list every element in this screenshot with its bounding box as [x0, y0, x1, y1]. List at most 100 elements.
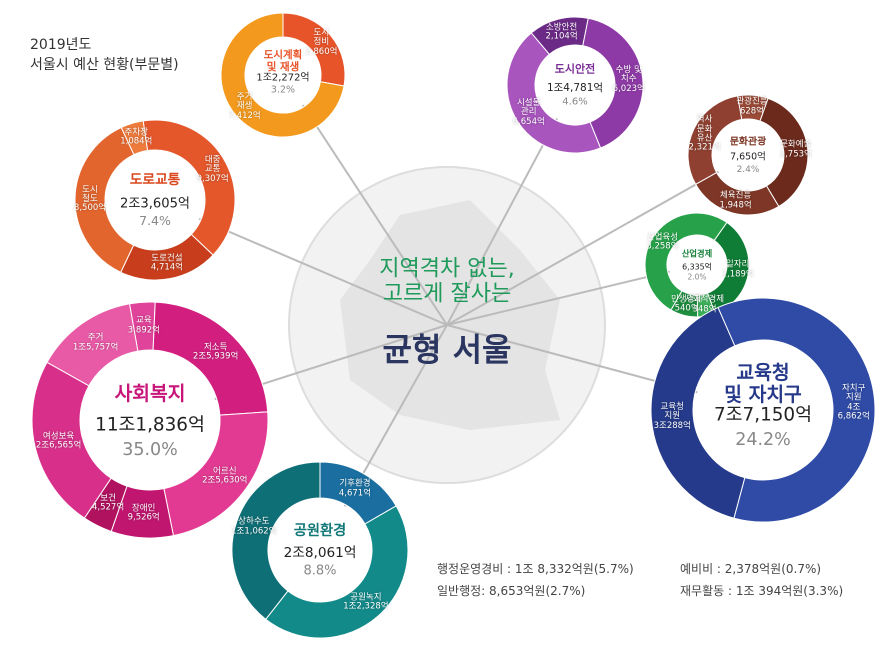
donut-segment [220, 12, 345, 138]
segment-value: 1조1,062억 [231, 526, 277, 537]
donut-title: 문화관광 [729, 135, 767, 147]
segment-name: 저소득 [203, 342, 228, 353]
donut-hole [669, 237, 725, 293]
segment-name: 소방안전 [545, 22, 578, 33]
segment-label: 관광진흥 628억 [736, 96, 768, 117]
donut-title: 교육청 및 자치구 [724, 360, 802, 406]
segment-value: 8,500억 [73, 203, 107, 214]
segment-name: 장애인 [131, 503, 156, 514]
donut-total: 6,335억 [682, 262, 712, 272]
segment-name: 어르신 [213, 466, 237, 477]
segment-label: 주거 재생 7,412억 [229, 92, 261, 121]
donut-segment [265, 505, 409, 639]
donut-title: 산업경제 [681, 248, 713, 259]
segment-label: 기후환경 4,671억 [339, 479, 371, 499]
segment-label: 어르신 2조5,630억 [202, 466, 248, 487]
segment-label: 교육 3,892억 [128, 315, 160, 336]
note: 일반행정: 8,653억원(2.7%) [437, 584, 586, 598]
donut-title: 사회복지 [114, 381, 186, 405]
segment-label: 도로건설 4,714억 [151, 253, 183, 274]
donut-share: 2.0% [687, 272, 707, 282]
segment-label: 도시 철도 8,500억 [73, 184, 107, 214]
donut-title: 공원환경 [293, 522, 347, 539]
note: 재무활동 : 1조 394억원(3.3%) [680, 584, 844, 598]
segment-value: 540억 [674, 303, 699, 314]
donut-hole [714, 121, 782, 189]
donut-hole [247, 39, 319, 111]
donut-segment [644, 212, 728, 311]
donut-segment [74, 126, 135, 273]
segment-name: 일자리 [725, 259, 750, 270]
segment-value: 628억 [739, 106, 764, 117]
donut-segment [670, 290, 699, 318]
donut-hole [537, 47, 613, 123]
donut-total: 1조4,781억 [546, 81, 604, 94]
segment-value: 2,321억 [688, 142, 721, 153]
segment-label: 주거 1조5,757억 [72, 332, 119, 353]
donut-title: 도시계획 및 재생 [263, 48, 303, 73]
segment-value: 2,860억 [305, 46, 338, 57]
donut-share: 8.8% [303, 563, 337, 579]
segment-label: 도시 정비 2,860억 [305, 27, 338, 57]
segment-name: 교육청 지원 [660, 401, 684, 422]
segment-value: 9,526억 [127, 512, 160, 523]
donut-share: 24.2% [735, 429, 791, 450]
segment-name: 도시 철도 [82, 184, 98, 205]
segment-label: 산업육성 3,258억 [646, 232, 679, 253]
segment-name: 주거 [87, 332, 104, 343]
donut-segment [46, 303, 139, 387]
note: 행정운영경비 : 1조 8,332억원(5.7%) [437, 562, 634, 576]
donut-hole [82, 352, 218, 488]
segment-name: 민생경제 [670, 294, 703, 305]
donut-total: 7,650억 [730, 151, 766, 163]
segment-name: 주거 재생 [236, 92, 253, 112]
segment-value: 4,527억 [92, 503, 125, 514]
segment-value: 6,023억 [612, 83, 645, 94]
donut-share: 4.6% [562, 96, 588, 108]
segment-name: 시설물 관리 [516, 97, 541, 118]
segment-value: 348억 [692, 304, 717, 315]
segment-label: 상하수도 1조1,062억 [231, 517, 277, 537]
donut-segment [717, 297, 876, 523]
segment-name: 사회적경제 [684, 294, 725, 305]
segment-label: 역사 문화 유산 2,321억 [688, 114, 721, 153]
donut-segment [759, 97, 809, 208]
segment-name: 역사 문화 유산 [696, 114, 713, 144]
slogan-name: 균형 서울 [382, 330, 512, 369]
donut-title: 도로교통 [129, 172, 181, 189]
segment-name: 자치구 지원 [841, 383, 866, 403]
segment-value: 3,258억 [646, 241, 679, 252]
segment-value: 2,189억 [721, 269, 754, 280]
map-shape [340, 200, 560, 430]
segment-label: 공원녹지 1조2,328억 [343, 593, 388, 612]
segment-value: 6,654억 [512, 116, 545, 127]
year: 2019년도 [30, 37, 92, 53]
segment-label: 교육청 지원 3조288억 [654, 401, 691, 431]
donut-title: 도시안전 [554, 62, 596, 76]
donut-share: 35.0% [122, 439, 178, 460]
donut-total: 1조2,272억 [256, 72, 310, 84]
segment-value: 9,307억 [196, 173, 229, 184]
segment-value: 2조5,630억 [202, 475, 248, 486]
donut-total: 2조8,061억 [283, 545, 357, 562]
donut-segment [506, 32, 602, 154]
segment-name: 산업육성 [646, 232, 679, 243]
segment-label: 문화예술 2,753억 [780, 139, 812, 160]
segment-name: 주차장 [124, 127, 149, 138]
segment-name: 도로건설 [151, 253, 183, 264]
segment-name: 공원녹지 [350, 592, 382, 603]
segment-value: 1,084억 [120, 136, 153, 147]
segment-value: 1조5,757억 [72, 342, 119, 353]
segment-name: 도시 정비 [313, 27, 330, 48]
donut-segment [142, 119, 236, 256]
segment-name: 관광진흥 [736, 96, 768, 107]
segment-name: 기후환경 [339, 479, 371, 489]
title: 서울시 예산 현황(부문별) [30, 57, 179, 73]
segment-name: 교육 [136, 315, 152, 326]
segment-name: 문화예술 [780, 139, 812, 150]
segment-value: 4조6,862억 [837, 402, 870, 422]
segment-label: 사회적경제 348억 [684, 294, 725, 315]
donut-hole [270, 500, 370, 600]
segment-name: 여성보육 [42, 431, 75, 442]
